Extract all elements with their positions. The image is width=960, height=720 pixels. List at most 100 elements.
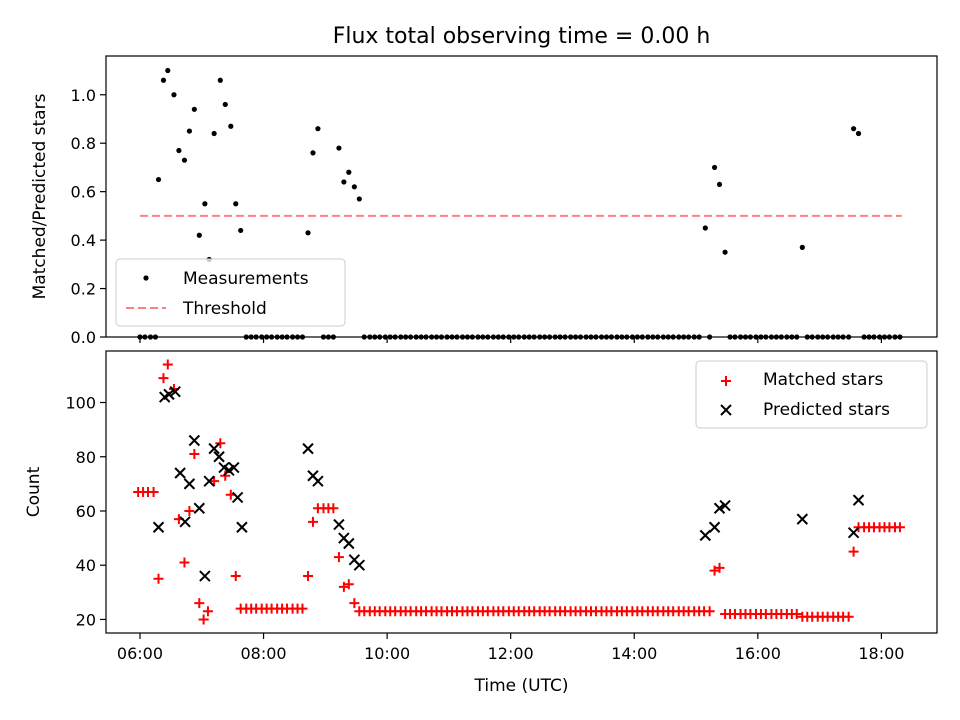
axes-frame bbox=[105, 55, 938, 338]
predicted-star-marker bbox=[163, 388, 175, 401]
y-tick-label: 0.2 bbox=[71, 280, 96, 299]
matched-star-marker bbox=[894, 522, 905, 533]
legend-predicted-marker bbox=[720, 404, 732, 416]
x-tick-label: 12:00 bbox=[488, 644, 534, 663]
predicted-star-marker bbox=[708, 521, 721, 533]
predicted-star-marker bbox=[699, 529, 712, 542]
predicted-star-marker bbox=[169, 385, 181, 398]
count-plot-area bbox=[133, 359, 905, 625]
matched-star-marker bbox=[307, 516, 318, 527]
measurement-point bbox=[202, 201, 208, 207]
y-tick-label: 0.6 bbox=[71, 183, 96, 202]
x-tick-label: 06:00 bbox=[117, 644, 163, 663]
matched-star-marker bbox=[230, 571, 241, 582]
measurement-point bbox=[855, 130, 862, 137]
predicted-star-marker bbox=[213, 451, 225, 463]
measurement-point bbox=[305, 230, 311, 236]
measurement-point bbox=[186, 128, 193, 134]
matched-star-marker bbox=[198, 614, 209, 625]
measurement-point bbox=[238, 227, 244, 234]
measurement-point bbox=[196, 232, 202, 238]
predicted-star-marker bbox=[231, 491, 244, 504]
y-tick-label: 0.4 bbox=[71, 231, 96, 250]
x-tick-label: 18:00 bbox=[858, 644, 904, 663]
predicted-star-marker bbox=[302, 442, 314, 455]
y-axis-label-count: Count bbox=[24, 466, 44, 517]
predicted-star-marker bbox=[199, 570, 211, 582]
y-tick-label: 0.0 bbox=[71, 328, 96, 347]
measurement-point bbox=[171, 92, 177, 98]
measurement-point bbox=[341, 179, 347, 185]
y-tick-label: 100 bbox=[65, 394, 96, 413]
measurement-point bbox=[217, 77, 223, 83]
measurement-point bbox=[315, 126, 321, 132]
predicted-star-marker bbox=[713, 502, 726, 514]
measurement-point bbox=[228, 123, 234, 129]
predicted-star-marker bbox=[852, 494, 865, 506]
measurement-point bbox=[346, 169, 352, 175]
matched-star-marker bbox=[843, 611, 854, 622]
count-subplot: Count Time (UTC) 20 40 60 80 100 06:00 08:00 10… bbox=[24, 350, 938, 696]
ratio-axes: 0.0 0.2 0.4 0.6 0.8 1.0 bbox=[71, 55, 938, 347]
measurement-point bbox=[165, 67, 171, 74]
measurement-point bbox=[211, 130, 217, 137]
matched-star-marker bbox=[194, 598, 205, 609]
measurement-point bbox=[722, 249, 728, 255]
predicted-star-marker bbox=[228, 461, 240, 474]
matched-star-marker bbox=[328, 503, 339, 514]
matched-star-marker bbox=[349, 598, 360, 609]
y-tick-label: 60 bbox=[76, 502, 96, 521]
legend-matched-marker bbox=[721, 376, 731, 386]
predicted-star-marker bbox=[847, 526, 860, 539]
y-tick-label: 20 bbox=[76, 610, 96, 629]
measurement-point bbox=[702, 225, 708, 231]
matched-star-marker bbox=[158, 373, 169, 384]
measurement-point bbox=[176, 147, 182, 154]
matched-star-marker bbox=[184, 505, 195, 516]
x-tick-label: 14:00 bbox=[611, 644, 657, 663]
measurement-point bbox=[222, 101, 228, 108]
matched-star-marker bbox=[202, 606, 213, 617]
matched-star-marker bbox=[189, 449, 200, 460]
measurement-point bbox=[310, 150, 316, 156]
predicted-star-marker bbox=[203, 475, 215, 487]
matched-star-marker bbox=[215, 438, 226, 449]
ratio-legend: Measurements Threshold bbox=[115, 258, 346, 327]
predicted-star-marker bbox=[353, 559, 366, 571]
legend-box bbox=[695, 360, 928, 429]
predicted-star-marker bbox=[193, 502, 206, 514]
legend-measurements-label: Measurements bbox=[183, 269, 309, 289]
measurement-point bbox=[799, 244, 805, 250]
matched-star-marker bbox=[297, 603, 308, 614]
measurement-point bbox=[351, 184, 357, 190]
legend-threshold-label: Threshold bbox=[182, 299, 267, 319]
axes-frame bbox=[105, 350, 938, 634]
predicted-star-marker bbox=[208, 442, 220, 455]
predicted-star-marker bbox=[183, 478, 196, 490]
matched-star-marker bbox=[303, 571, 314, 582]
x-tick-label: 08:00 bbox=[240, 644, 286, 663]
y-tick-label: 40 bbox=[76, 556, 96, 575]
measurement-point bbox=[356, 196, 362, 202]
matched-star-marker bbox=[162, 359, 173, 370]
matched-star-marker bbox=[848, 546, 859, 557]
y-tick-label: 1.0 bbox=[71, 86, 96, 105]
predicted-star-marker bbox=[333, 518, 345, 531]
predicted-star-marker bbox=[343, 537, 355, 550]
measurement-point bbox=[716, 181, 723, 187]
measurement-point bbox=[160, 77, 167, 83]
y-tick-label: 0.8 bbox=[71, 134, 96, 153]
predicted-star-marker bbox=[179, 516, 191, 528]
x-tick-label: 10:00 bbox=[364, 644, 410, 663]
matched-star-marker bbox=[704, 606, 715, 617]
measurement-point bbox=[711, 164, 718, 171]
ratio-subplot: Flux total observing time = 0.00 h Match… bbox=[30, 24, 938, 347]
predicted-star-marker bbox=[312, 475, 324, 487]
y-tick-label: 80 bbox=[76, 448, 96, 467]
matched-star-marker bbox=[209, 476, 220, 487]
predicted-star-marker bbox=[188, 434, 201, 447]
matched-star-marker bbox=[714, 562, 725, 573]
x-axis-label: Time (UTC) bbox=[474, 676, 569, 696]
